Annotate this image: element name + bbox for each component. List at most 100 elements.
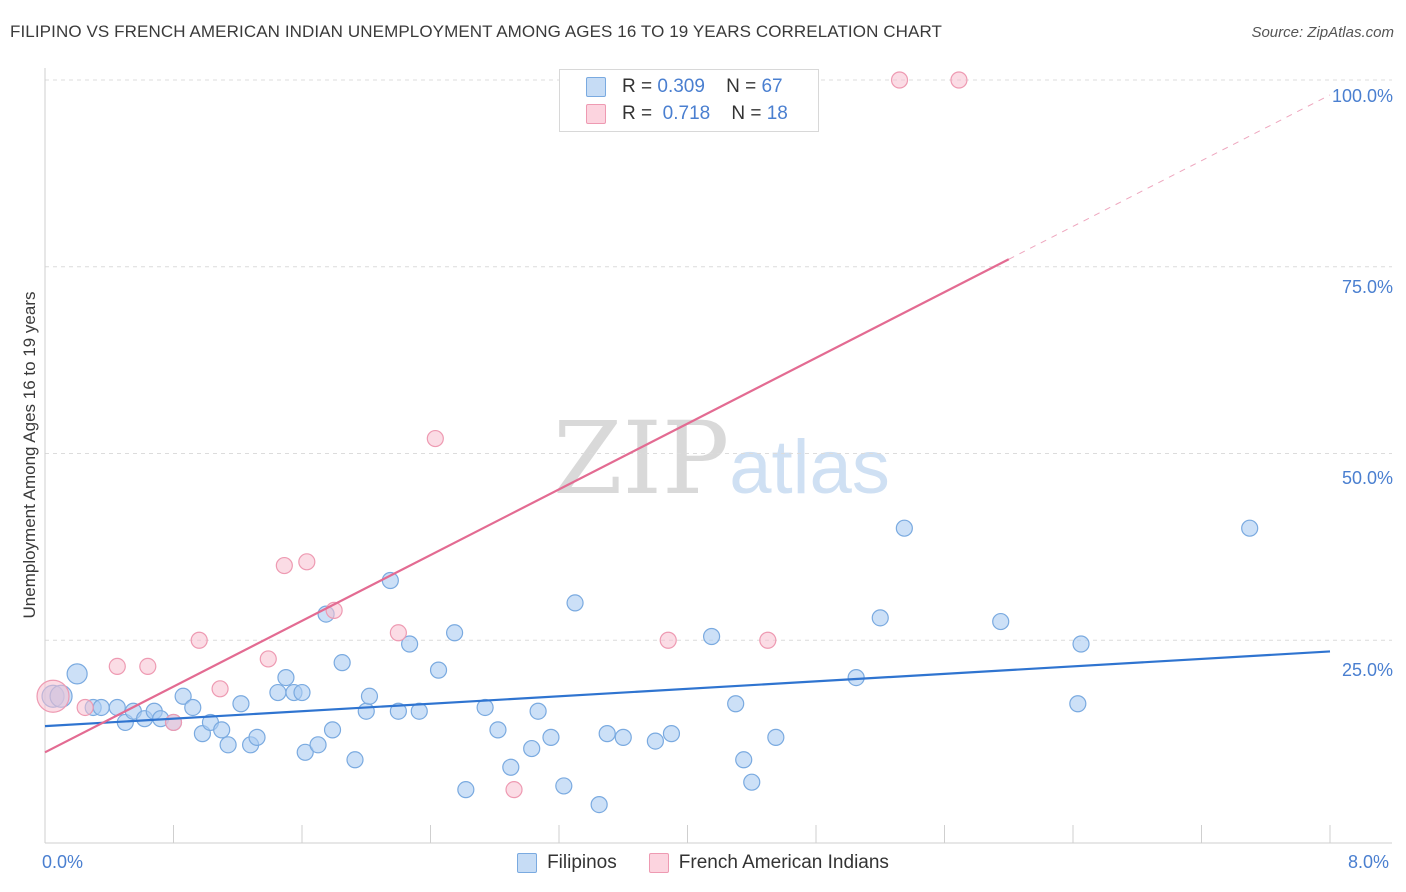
legend-n-value: 67 [761, 76, 783, 97]
legend-swatch-filipinos [517, 853, 538, 873]
filipino-point [323, 721, 342, 739]
filipino-point [360, 687, 379, 705]
legend-n-label: N = [726, 76, 757, 97]
filipino-point [1072, 635, 1090, 653]
filipino-point [646, 732, 664, 750]
filipino-point [1069, 695, 1087, 713]
chart-title: FILIPINO VS FRENCH AMERICAN INDIAN UNEMP… [10, 22, 943, 41]
filipino-point [542, 728, 560, 746]
filipino-point [92, 698, 110, 717]
filipino-point [333, 654, 351, 672]
filipino-point [735, 751, 753, 769]
french-point [950, 71, 968, 89]
legend-swatch-french [648, 853, 669, 873]
french-point [275, 556, 293, 575]
filipino-point [429, 661, 448, 679]
y-tick-50: 50.0% [1341, 468, 1393, 488]
x-tick-left: 0.0% [42, 852, 84, 872]
axes [44, 68, 1392, 844]
french-point [298, 553, 316, 571]
filipino-point [357, 702, 375, 720]
y-tick-25: 25.0% [1341, 660, 1393, 680]
legend-n-label: N = [731, 103, 762, 124]
watermark-zip: ZIP [553, 400, 730, 517]
x-tick-right: 8.0% [1348, 852, 1390, 872]
french-point [389, 624, 407, 642]
filipino-point [213, 721, 231, 739]
filipino-point [590, 795, 608, 814]
filipino-point [248, 728, 266, 746]
filipino-point [232, 695, 250, 713]
filipino-trend-line [44, 650, 1331, 728]
filipino-point [174, 687, 192, 705]
y-axis-label: Unemployment Among Ages 16 to 19 years [20, 291, 39, 619]
french-point [890, 71, 909, 89]
filipino-point [269, 683, 287, 702]
filipino-point [767, 728, 785, 746]
y-tick-75: 75.0% [1341, 277, 1393, 297]
legend-item-filipinos[interactable]: Filipinos [517, 852, 617, 874]
french-point [759, 631, 777, 649]
filipino-point [614, 728, 632, 746]
french-trend-line [44, 258, 1010, 754]
filipino-point [219, 736, 237, 754]
legend-swatch-filipinos [586, 77, 606, 97]
legend-r-value: 0.309 [657, 76, 705, 97]
legend-n-value: 18 [766, 103, 788, 124]
french-point [259, 650, 277, 668]
filipino-point [277, 668, 295, 687]
filipino-point [598, 725, 616, 743]
legend-label-filipinos: Filipinos [547, 852, 617, 873]
filipino-point [410, 702, 428, 720]
filipino-point [66, 663, 88, 685]
filipino-point [389, 702, 407, 720]
french-trend-extension [1008, 94, 1331, 260]
filipino-point [702, 627, 721, 646]
filipino-points [41, 519, 1259, 814]
source-label: Source: ZipAtlas.com [1251, 24, 1394, 41]
legend-swatch-french [586, 104, 606, 124]
filipino-point [662, 725, 681, 743]
filipino-point [401, 635, 419, 653]
filipino-point [296, 743, 314, 761]
french-point [211, 680, 229, 698]
french-point [108, 657, 126, 675]
filipino-point [529, 702, 547, 720]
filipino-point [1241, 519, 1259, 537]
filipino-point [566, 594, 584, 612]
french-point [36, 679, 70, 713]
french-points [36, 71, 968, 799]
filipino-point [895, 519, 913, 537]
legend-row-filipinos: R = 0.309 N = 67 [586, 75, 783, 99]
filipino-point [992, 612, 1010, 631]
french-point [505, 781, 523, 799]
filipino-point [727, 695, 745, 713]
legend-r-label: R = [622, 76, 653, 97]
grid-lines [45, 79, 1392, 641]
french-point [190, 631, 208, 649]
filipino-point [523, 739, 541, 758]
french-point [164, 713, 183, 732]
french-point [659, 631, 677, 649]
french-point [139, 657, 157, 675]
legend-item-french[interactable]: French American Indians [648, 852, 889, 874]
filipino-point [489, 721, 507, 739]
filipino-point [346, 751, 364, 769]
filipino-point [555, 777, 573, 795]
legend-row-french: R = 0.718 N = 18 [586, 102, 788, 126]
filipino-point [445, 624, 464, 642]
legend-r-label: R = [622, 103, 653, 124]
filipino-point [743, 773, 761, 791]
legend-r-value: 0.718 [662, 103, 711, 124]
french-point [426, 429, 444, 448]
watermark-atlas: atlas [729, 425, 890, 510]
zipatlas-watermark: ZIPatlas [553, 400, 890, 517]
y-tick-100: 100.0% [1331, 86, 1393, 106]
filipino-point [309, 736, 327, 754]
trend-lines [44, 94, 1331, 754]
filipino-point [184, 698, 202, 717]
filipino-point [293, 683, 311, 702]
series-legend: Filipinos French American Indians [0, 852, 1406, 874]
filipino-point [871, 609, 889, 627]
